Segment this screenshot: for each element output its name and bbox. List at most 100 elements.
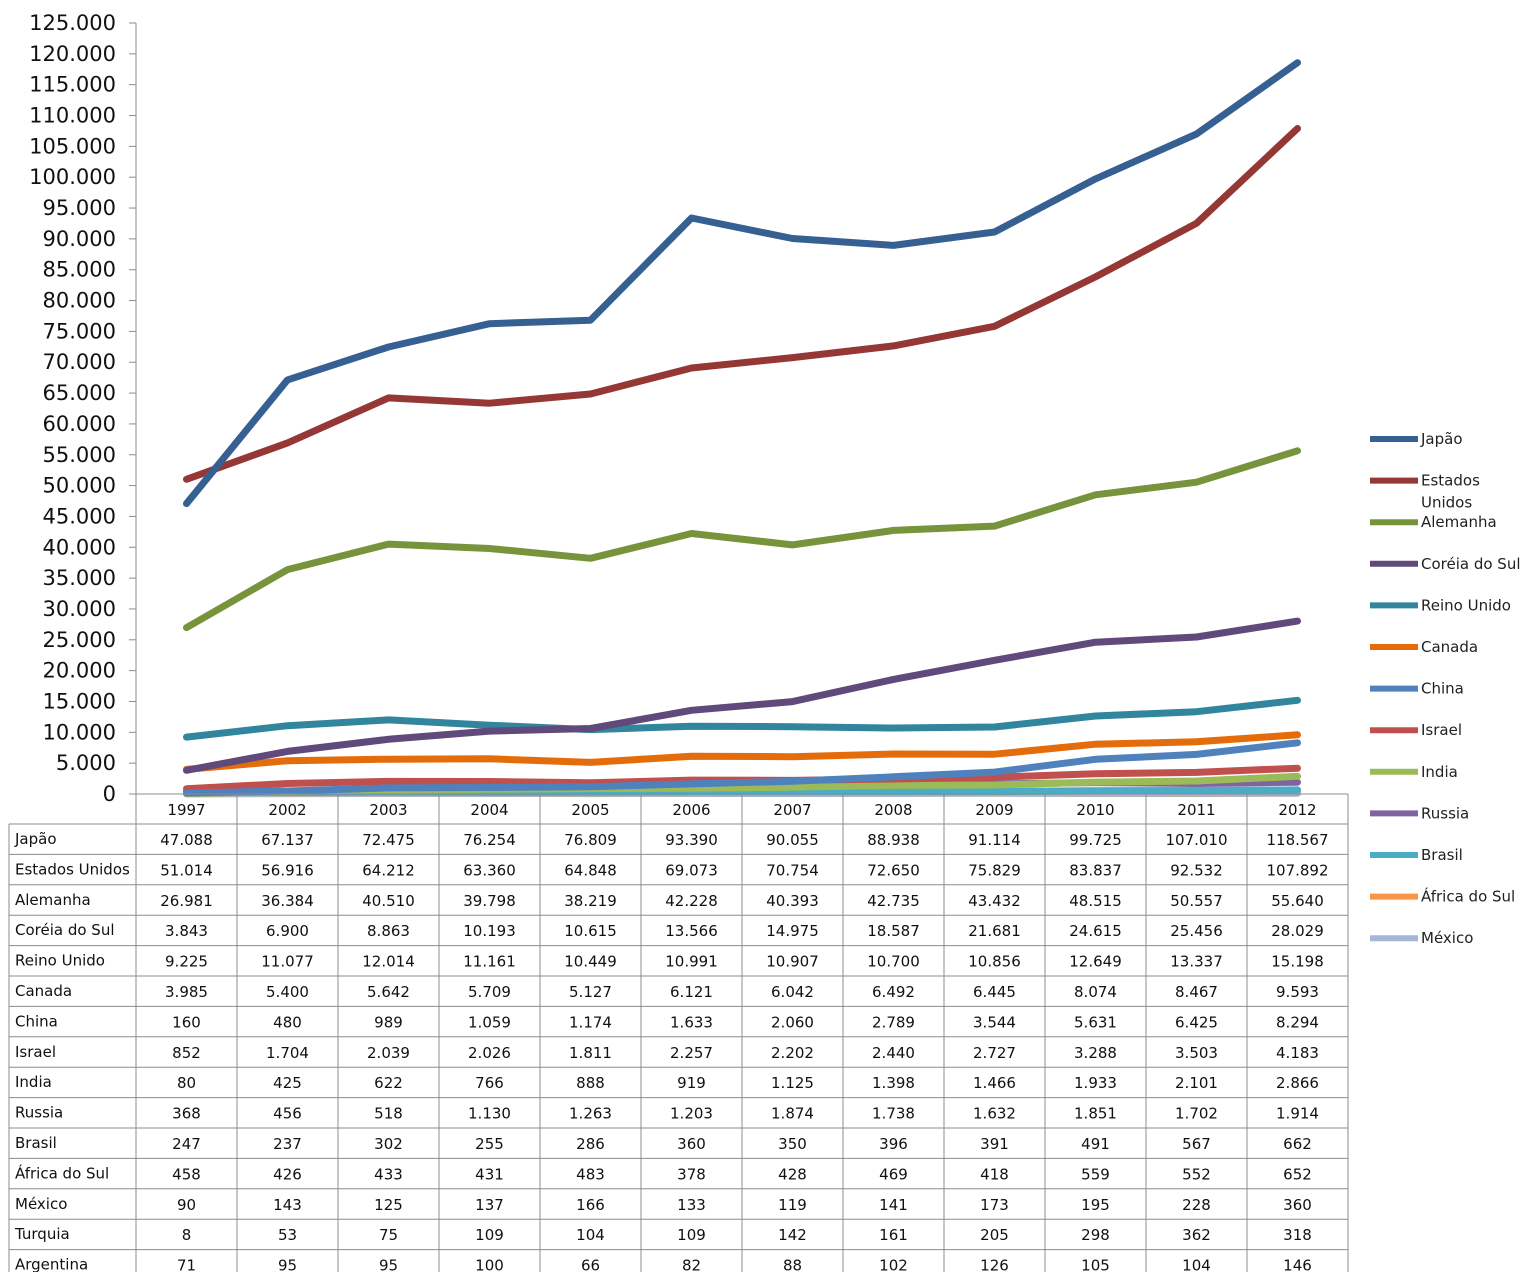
table-cell: 100 xyxy=(475,1257,504,1272)
table-cell: 40.510 xyxy=(362,892,415,910)
y-axis: 0 5.000 10.000 15.000 20.000 25.000 30.000 35.0… xyxy=(29,11,137,806)
series-line-japao xyxy=(183,59,1301,508)
table-cell: 118.567 xyxy=(1266,831,1328,849)
table-cell: 6.042 xyxy=(771,983,814,1001)
table-cell: 3.544 xyxy=(973,1013,1016,1031)
table-cell: 3.503 xyxy=(1175,1044,1218,1062)
table-cell: 15.198 xyxy=(1271,953,1324,971)
table-cell: 318 xyxy=(1283,1226,1312,1244)
table-cell: 1.263 xyxy=(569,1105,612,1123)
table-cell: 5.631 xyxy=(1074,1013,1117,1031)
table-cell: 90 xyxy=(177,1196,196,1214)
table-cell: 102 xyxy=(879,1257,908,1272)
table-cell: 161 xyxy=(879,1226,908,1244)
table-cell: 10.700 xyxy=(867,953,920,971)
table-cell: 10.907 xyxy=(766,953,819,971)
table-cell: 205 xyxy=(980,1226,1009,1244)
table-cell: 173 xyxy=(980,1196,1009,1214)
legend-label-india: India xyxy=(1421,763,1458,781)
table-cell: 51.014 xyxy=(160,861,213,879)
table-cell: 25.456 xyxy=(1170,922,1223,940)
table-row-label: Japão xyxy=(14,830,57,848)
table-cell: 13.337 xyxy=(1170,953,1223,971)
table-cell: 40.393 xyxy=(766,892,819,910)
y-tick-label: 90.000 xyxy=(43,227,116,251)
table-cell: 119 xyxy=(778,1196,807,1214)
table-cell: 255 xyxy=(475,1135,504,1153)
table-row-label: China xyxy=(15,1012,58,1030)
table-cell: 1.130 xyxy=(468,1105,511,1123)
table-cell: 66 xyxy=(581,1257,600,1272)
table-cell: 38.219 xyxy=(564,892,617,910)
table-row-label: México xyxy=(15,1195,67,1213)
x-tick-label: 2012 xyxy=(1278,801,1316,819)
table-cell: 47.088 xyxy=(160,831,213,849)
y-tick-label: 125.000 xyxy=(29,11,116,35)
y-tick-label: 100.000 xyxy=(29,165,116,189)
table-cell: 6.492 xyxy=(872,983,915,1001)
table-cell: 72.650 xyxy=(867,861,920,879)
y-tick-label: 30.000 xyxy=(43,597,116,621)
table-cell: 2.060 xyxy=(771,1013,814,1031)
y-tick-label: 110.000 xyxy=(29,104,116,128)
table-cell: 2.026 xyxy=(468,1044,511,1062)
table-cell: 6.121 xyxy=(670,983,713,1001)
x-tick-label: 1997 xyxy=(167,801,205,819)
table-row-label: India xyxy=(15,1073,52,1091)
table-cell: 1.874 xyxy=(771,1105,814,1123)
table-cell: 9.225 xyxy=(165,953,208,971)
table-cell: 3.288 xyxy=(1074,1044,1117,1062)
table-cell: 237 xyxy=(273,1135,302,1153)
table-cell: 55.640 xyxy=(1271,892,1324,910)
table-cell: 458 xyxy=(172,1165,201,1183)
table-cell: 2.101 xyxy=(1175,1074,1218,1092)
table-cell: 67.137 xyxy=(261,831,314,849)
table-cell: 143 xyxy=(273,1196,302,1214)
table-cell: 247 xyxy=(172,1135,201,1153)
table-cell: 228 xyxy=(1182,1196,1211,1214)
table-cell: 104 xyxy=(1182,1257,1211,1272)
y-tick-label: 65.000 xyxy=(43,381,116,405)
table-cell: 160 xyxy=(172,1013,201,1031)
table-cell: 43.432 xyxy=(968,892,1021,910)
table-row-label: Coréia do Sul xyxy=(15,921,115,939)
series-line-coreia-do-sul xyxy=(183,617,1301,774)
table-cell: 166 xyxy=(576,1196,605,1214)
table-cell: 1.914 xyxy=(1276,1105,1319,1123)
y-tick-label: 70.000 xyxy=(43,350,116,374)
table-cell: 6.425 xyxy=(1175,1013,1218,1031)
table-cell: 766 xyxy=(475,1074,504,1092)
table-cell: 662 xyxy=(1283,1135,1312,1153)
table-cell: 491 xyxy=(1081,1135,1110,1153)
table-cell: 48.515 xyxy=(1069,892,1122,910)
table-cell: 141 xyxy=(879,1196,908,1214)
table-cell: 433 xyxy=(374,1165,403,1183)
table-cell: 2.727 xyxy=(973,1044,1016,1062)
series-lines xyxy=(183,59,1301,798)
table-cell: 90.055 xyxy=(766,831,819,849)
table-cell: 852 xyxy=(172,1044,201,1062)
table-cell: 137 xyxy=(475,1196,504,1214)
table-cell: 107.010 xyxy=(1165,831,1227,849)
y-tick-label: 45.000 xyxy=(43,504,116,528)
table-cell: 10.615 xyxy=(564,922,617,940)
y-tick-label: 40.000 xyxy=(43,535,116,559)
table-cell: 483 xyxy=(576,1165,605,1183)
table-cell: 64.212 xyxy=(362,861,415,879)
table-cell: 5.642 xyxy=(367,983,410,1001)
y-tick-label: 105.000 xyxy=(29,134,116,158)
table-cell: 75 xyxy=(379,1226,398,1244)
table-cell: 431 xyxy=(475,1165,504,1183)
table-cell: 6.445 xyxy=(973,983,1016,1001)
x-tick-label: 2007 xyxy=(773,801,811,819)
table-cell: 888 xyxy=(576,1074,605,1092)
table-cell: 76.809 xyxy=(564,831,617,849)
y-tick-label: 15.000 xyxy=(43,689,116,713)
x-tick-label: 2008 xyxy=(874,801,912,819)
x-tick-label: 2006 xyxy=(672,801,710,819)
legend-label-coreia-do-sul: Coréia do Sul xyxy=(1421,555,1521,573)
table-cell: 28.029 xyxy=(1271,922,1324,940)
table-cell: 425 xyxy=(273,1074,302,1092)
table-cell: 469 xyxy=(879,1165,908,1183)
table-cell: 11.161 xyxy=(463,953,516,971)
